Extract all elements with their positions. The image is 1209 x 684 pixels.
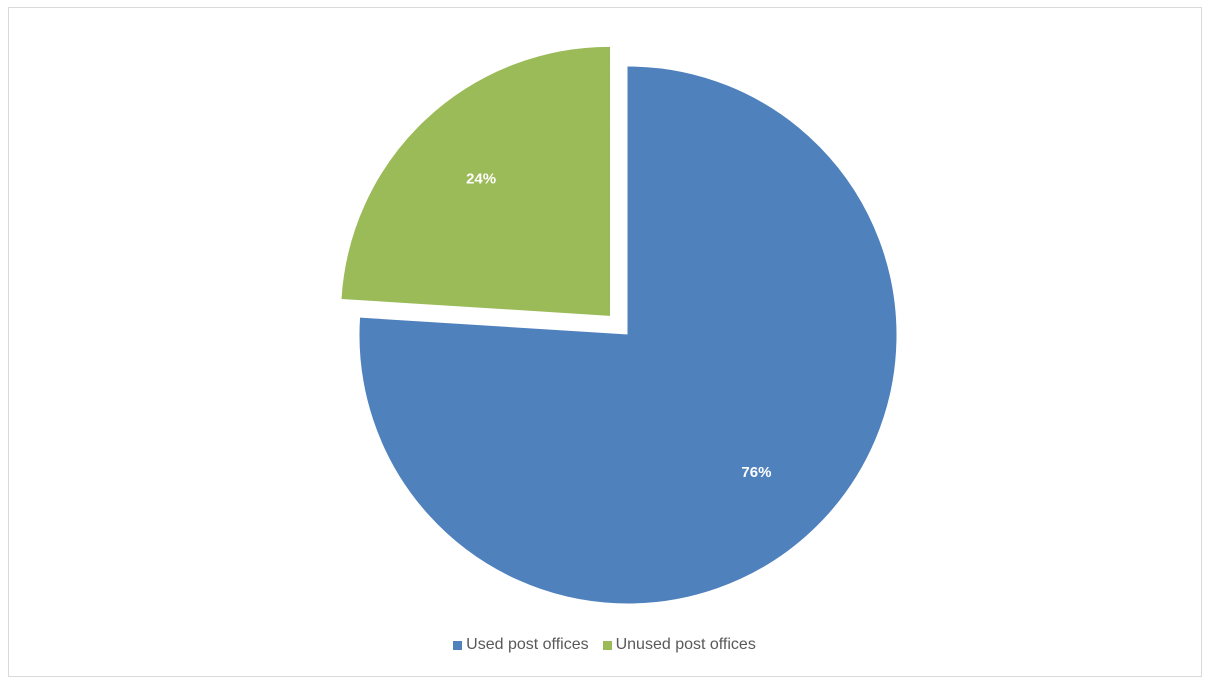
legend-item-unused[interactable]: Unused post offices <box>602 636 756 654</box>
legend: Used post offices Unused post offices <box>0 636 1209 654</box>
pie-slice-0[interactable] <box>359 66 897 604</box>
slice-data-label-1: 24% <box>466 171 496 188</box>
legend-label-used: Used post offices <box>466 636 589 653</box>
legend-swatch-used <box>453 640 463 650</box>
pie-slice-1[interactable] <box>341 46 611 316</box>
legend-label-unused: Unused post offices <box>615 636 756 653</box>
legend-swatch-unused <box>602 640 612 650</box>
slice-data-label-0: 76% <box>741 464 771 481</box>
legend-item-used[interactable]: Used post offices <box>453 636 589 654</box>
